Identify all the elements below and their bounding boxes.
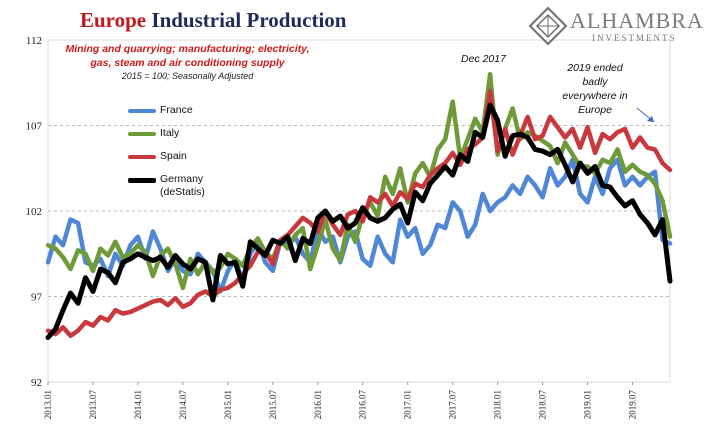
x-tick-label: 2019.01 — [583, 390, 593, 419]
logo-name: ALHAMBRA — [570, 8, 704, 33]
x-tick-label: 2019.07 — [628, 390, 638, 420]
x-tick-label: 2014.07 — [178, 390, 188, 420]
x-tick-label: 2015.07 — [268, 390, 278, 420]
x-tick-label: 2014.01 — [133, 390, 143, 419]
chart-subtitle: Mining and quarrying; manufacturing; ele… — [65, 43, 310, 69]
series-line-germany — [45, 102, 673, 340]
peak-annotation: Dec 2017 — [461, 53, 506, 65]
x-tick-label: 2017.07 — [448, 390, 458, 420]
x-tick-label: 2016.01 — [313, 390, 323, 419]
legend-label-germany: Germany (deStatis) — [160, 173, 205, 198]
x-tick-label: 2015.01 — [223, 390, 233, 419]
y-tick-label: 92 — [31, 377, 42, 389]
x-tick-label: 2013.07 — [88, 390, 98, 420]
x-tick-label: 2018.07 — [538, 390, 548, 420]
legend-swatch-germany — [128, 178, 156, 183]
end-annotation: 2019 ended badly everywhere in Europe — [562, 62, 628, 116]
legend-label-spain: Spain — [160, 150, 187, 162]
x-tick-label: 2018.01 — [493, 390, 503, 419]
alhambra-logo: ALHAMBRA INVESTMENTS — [528, 6, 703, 48]
base-note: 2015 = 100; Seasonally Adjusted — [121, 71, 254, 81]
legend-swatch-italy — [128, 132, 156, 136]
y-tick-label: 107 — [26, 121, 43, 133]
diamond-logo-icon — [528, 6, 568, 46]
logo-subtitle: INVESTMENTS — [592, 33, 677, 43]
legend-label-france: France — [160, 104, 193, 116]
arrow-head-icon — [647, 116, 654, 122]
series-line-italy — [45, 71, 673, 291]
x-tick-label: 2013.01 — [43, 390, 53, 419]
y-tick-label: 102 — [26, 206, 43, 218]
y-tick-label: 112 — [26, 35, 42, 47]
legend-swatch-spain — [128, 155, 156, 159]
legend-swatch-france — [128, 109, 156, 113]
series-line-france — [45, 157, 673, 294]
chart-title: Europe Industrial Production — [80, 8, 347, 32]
x-tick-label: 2017.01 — [403, 390, 413, 419]
x-tick-label: 2016.07 — [358, 390, 368, 420]
legend-label-italy: Italy — [160, 127, 180, 139]
y-tick-label: 97 — [31, 292, 43, 304]
